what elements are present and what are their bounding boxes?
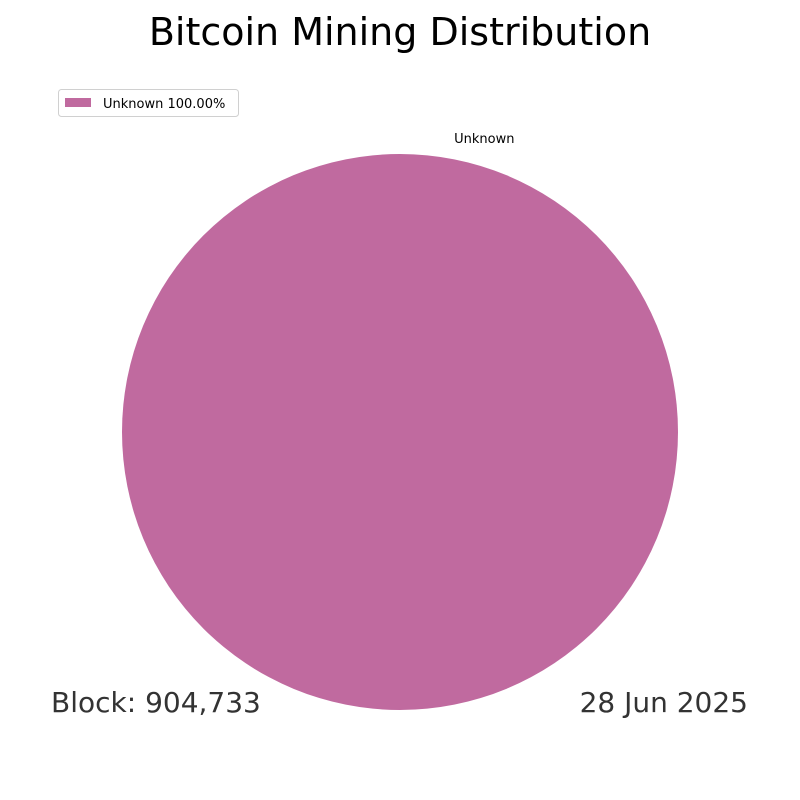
date-annotation: 28 Jun 2025 (580, 686, 748, 719)
block-annotation: Block: 904,733 (51, 686, 261, 719)
chart-title: Bitcoin Mining Distribution (149, 10, 651, 54)
pie-slice-unknown (122, 154, 678, 710)
legend-frame (58, 89, 239, 117)
legend-label: Unknown 100.00% (103, 97, 225, 112)
pie-slice-labels: Unknown (454, 132, 514, 147)
pie-slices (122, 154, 678, 710)
slice-label-unknown: Unknown (454, 132, 514, 147)
legend-swatch (65, 98, 91, 107)
legend: Unknown 100.00% (58, 89, 239, 117)
